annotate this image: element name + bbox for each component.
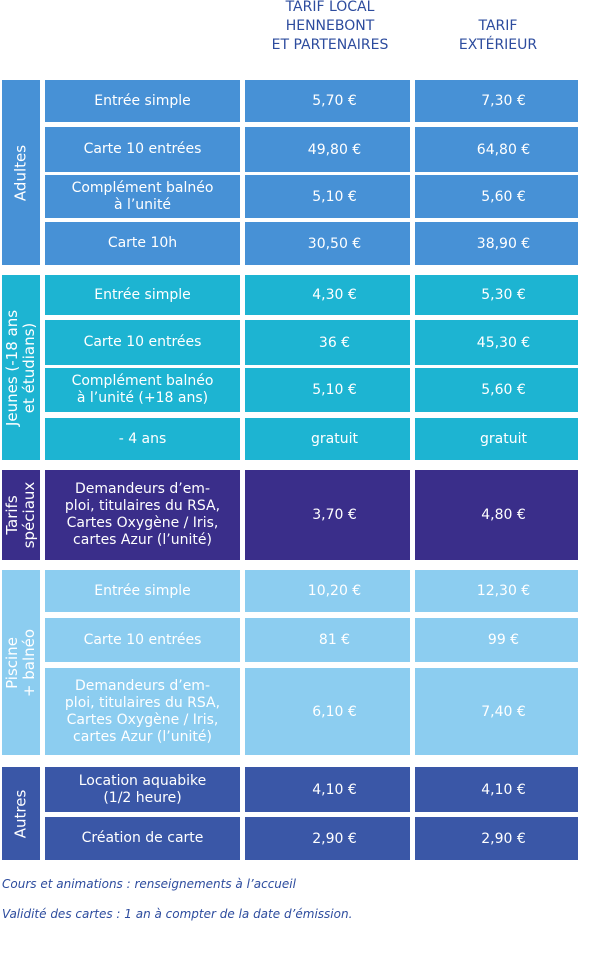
column-header: TARIF EXTÉRIEUR: [458, 18, 538, 53]
note: Cours et animations : renseignements à l…: [2, 877, 296, 891]
price-cell: 5,60 €: [415, 368, 578, 412]
price-cell: 4,10 €: [415, 767, 578, 812]
price-cell: 5,60 €: [415, 175, 578, 218]
price-cell: 64,80 €: [415, 127, 578, 172]
group-cell: [2, 470, 40, 560]
price-cell: 49,80 €: [245, 127, 410, 172]
row-label: - 4 ans: [45, 418, 240, 460]
group-label: Jeunes (-18 ans et étudians): [3, 309, 38, 426]
row-label: Complément balnéo à l’unité (+18 ans): [45, 368, 240, 412]
price-cell: gratuit: [245, 418, 410, 460]
row-label: Carte 10 entrées: [45, 127, 240, 172]
price-cell: 30,50 €: [245, 222, 410, 265]
price-cell: 12,30 €: [415, 570, 578, 612]
price-cell: 4,80 €: [415, 470, 578, 560]
group-cell: [2, 570, 40, 755]
price-cell: 7,40 €: [415, 668, 578, 755]
note: Validité des cartes : 1 an à compter de …: [2, 907, 353, 921]
group-cell: [2, 767, 40, 860]
price-cell: 10,20 €: [245, 570, 410, 612]
row-label: Carte 10 entrées: [45, 320, 240, 365]
price-cell: 5,10 €: [245, 368, 410, 412]
price-cell: 99 €: [415, 618, 578, 662]
row-label: Entrée simple: [45, 80, 240, 122]
row-label: Demandeurs d’em- ploi, titulaires du RSA…: [45, 668, 240, 755]
row-label: Entrée simple: [45, 275, 240, 315]
group-label: Adultes: [11, 144, 30, 201]
price-cell: 2,90 €: [245, 817, 410, 860]
price-cell: 7,30 €: [415, 80, 578, 122]
price-cell: 38,90 €: [415, 222, 578, 265]
price-cell: 6,10 €: [245, 668, 410, 755]
price-cell: 36 €: [245, 320, 410, 365]
price-cell: 45,30 €: [415, 320, 578, 365]
row-label: Carte 10 entrées: [45, 618, 240, 662]
price-cell: 4,10 €: [245, 767, 410, 812]
row-label: Entrée simple: [45, 570, 240, 612]
group-cell: [2, 275, 40, 460]
price-cell: 4,30 €: [245, 275, 410, 315]
column-header: TARIF LOCAL HENNEBONT ET PARTENAIRES: [271, 0, 389, 53]
row-label: Location aquabike (1/2 heure): [45, 767, 240, 812]
price-cell: 2,90 €: [415, 817, 578, 860]
row-label: Demandeurs d’em- ploi, titulaires du RSA…: [45, 470, 240, 560]
group-label: Piscine + balnéo: [3, 628, 38, 697]
group-label: Autres: [11, 789, 30, 838]
row-label: Carte 10h: [45, 222, 240, 265]
row-label: Création de carte: [45, 817, 240, 860]
price-cell: 5,10 €: [245, 175, 410, 218]
price-cell: 5,30 €: [415, 275, 578, 315]
group-label: Tarifs spéciaux: [3, 481, 38, 549]
price-cell: 3,70 €: [245, 470, 410, 560]
price-cell: 81 €: [245, 618, 410, 662]
price-cell: 5,70 €: [245, 80, 410, 122]
row-label: Complément balnéo à l’unité: [45, 175, 240, 218]
price-cell: gratuit: [415, 418, 578, 460]
group-cell: [2, 80, 40, 265]
